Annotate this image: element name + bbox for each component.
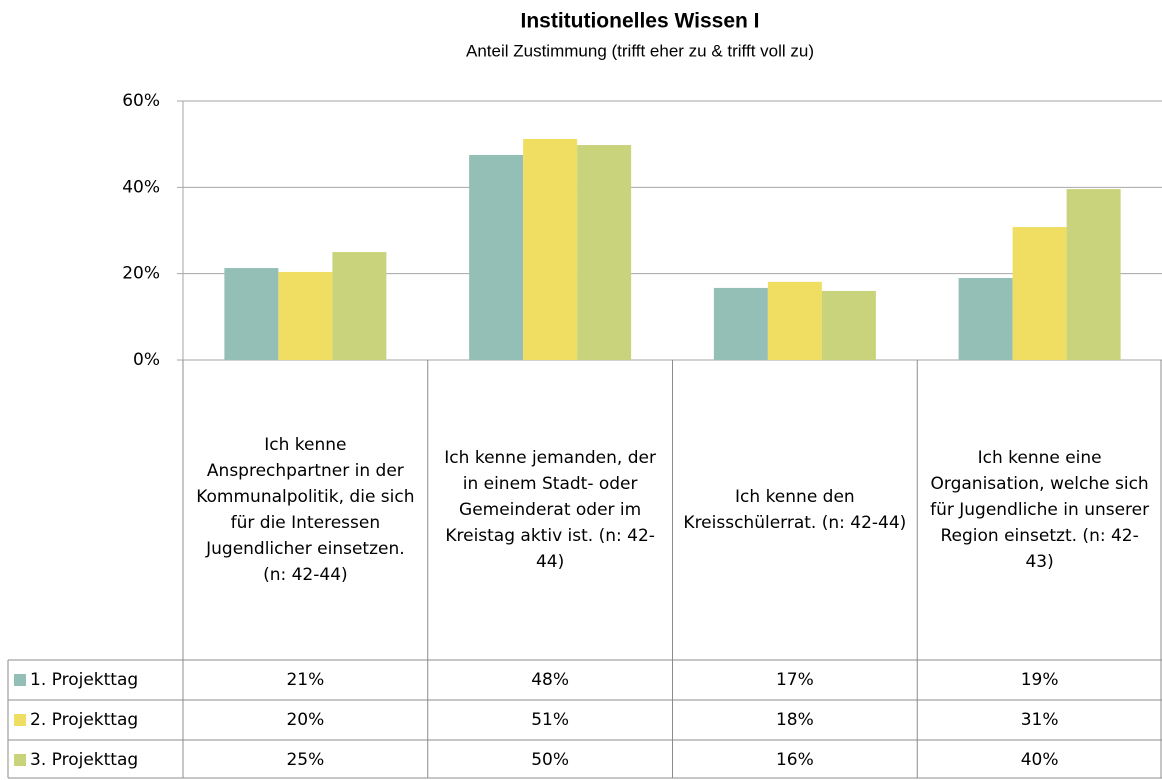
y-tick-label: 20%	[122, 264, 160, 284]
data-label: 21%	[286, 670, 325, 690]
y-tick-label: 40%	[122, 177, 160, 197]
bar	[1012, 227, 1067, 360]
legend-entry: 2. Projekttag	[8, 700, 183, 740]
y-tick-label: 0%	[133, 350, 160, 370]
chart-subtitle: Anteil Zustimmung (trifft eher zu & trif…	[466, 41, 814, 60]
data-label: 20%	[286, 710, 325, 730]
data-label: 17%	[775, 670, 814, 690]
bar	[278, 271, 333, 360]
legend-key	[14, 674, 26, 686]
bar	[332, 252, 387, 360]
legend-label: 1. Projekttag	[30, 670, 139, 690]
y-tick-label: 60%	[122, 91, 160, 111]
bar	[767, 281, 822, 360]
data-label: 31%	[1020, 710, 1059, 730]
x-tick-label: Ich kenne jemanden, der in einem Stadt- …	[444, 448, 656, 572]
data-label: 18%	[775, 710, 814, 730]
bar	[577, 145, 632, 360]
bar	[958, 277, 1013, 360]
bar	[1066, 189, 1121, 360]
legend-entry: 1. Projekttag	[8, 660, 183, 700]
x-tick-label: Ich kenne Ansprechpartner in der Kommuna…	[196, 435, 415, 585]
data-label: 48%	[531, 670, 570, 690]
data-label: 25%	[286, 750, 325, 770]
data-label: 51%	[531, 710, 570, 730]
data-label: 19%	[1020, 670, 1059, 690]
legend-label: 3. Projekttag	[30, 750, 139, 770]
legend-label: 2. Projekttag	[30, 710, 139, 730]
chart-title: Institutionelles Wissen I	[520, 10, 759, 33]
bar	[523, 138, 578, 360]
data-label: 16%	[775, 750, 814, 770]
legend-key	[14, 754, 26, 766]
x-tick-label: Ich kenne eine Organisation, welche sich…	[930, 448, 1150, 572]
legend-key	[14, 714, 26, 726]
data-label: 50%	[531, 750, 570, 770]
bar	[713, 287, 768, 360]
bar	[469, 154, 524, 360]
bar	[821, 290, 876, 360]
bar	[224, 268, 279, 360]
data-label: 40%	[1020, 750, 1059, 770]
x-tick-label: Ich kenne den Kreisschülerrat. (n: 42-44…	[683, 487, 907, 533]
legend-entry: 3. Projekttag	[8, 740, 183, 780]
